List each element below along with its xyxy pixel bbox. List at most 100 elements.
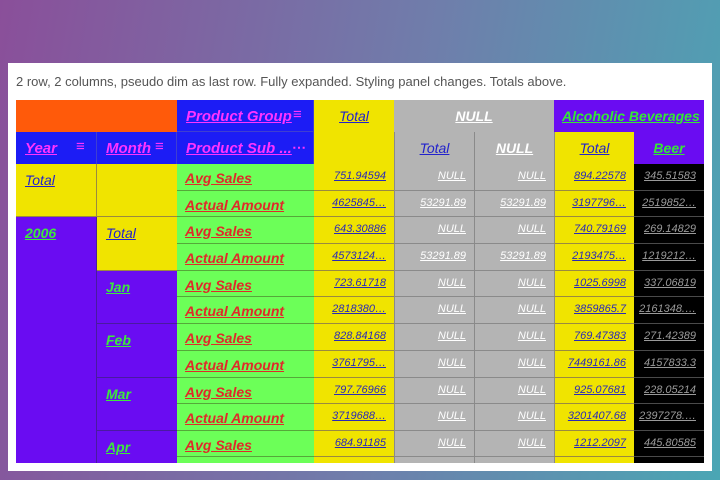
value-cell[interactable]: NULL — [394, 351, 474, 378]
product-group-label[interactable]: Product Group — [186, 108, 292, 125]
month-label[interactable]: Month — [106, 140, 151, 157]
alcoholic-beverages-label[interactable]: Alcoholic Beverages — [562, 108, 700, 124]
measure-label[interactable]: Avg Sales — [185, 384, 252, 400]
value-text[interactable]: NULL — [437, 303, 466, 315]
value-cell[interactable]: 53291.89 — [394, 244, 474, 271]
value-text[interactable]: 828.84168 — [334, 330, 386, 342]
measure-label[interactable]: Actual Amount — [185, 250, 285, 266]
month-total-cell[interactable]: Total — [97, 217, 177, 271]
value-cell[interactable]: NULL — [474, 217, 554, 244]
value-text[interactable]: 1219212… — [642, 250, 696, 262]
value-cell[interactable] — [554, 457, 634, 463]
value-text[interactable]: 3719688… — [332, 410, 386, 422]
value-text[interactable]: 337.06819 — [644, 277, 696, 289]
value-text[interactable]: 3859865.7 — [574, 303, 626, 315]
value-cell[interactable]: NULL — [394, 271, 474, 297]
value-cell[interactable]: 53291.89 — [474, 244, 554, 271]
value-cell[interactable]: 228.05214 — [634, 378, 704, 404]
month-jan-label[interactable]: Jan — [106, 279, 131, 295]
value-text[interactable]: NULL — [437, 384, 466, 396]
value-cell[interactable]: NULL — [474, 404, 554, 431]
value-text[interactable]: 3761795… — [332, 357, 386, 369]
alcoholic-beverages-header[interactable]: Alcoholic Beverages — [554, 100, 704, 132]
month-total-label[interactable]: Total — [106, 225, 136, 241]
measure-label[interactable]: Avg Sales — [185, 330, 252, 346]
value-cell[interactable]: 2193475… — [554, 244, 634, 271]
value-cell[interactable]: 3201407.68 — [554, 404, 634, 431]
value-text[interactable]: NULL — [437, 357, 466, 369]
value-cell[interactable]: 769.47383 — [554, 324, 634, 351]
measure-label[interactable]: Actual Amount — [185, 410, 285, 426]
value-cell[interactable]: 925.07681 — [554, 378, 634, 404]
month-jan-cell[interactable]: Jan — [97, 271, 177, 324]
value-text[interactable]: 53291.89 — [420, 250, 466, 262]
month-mar-label[interactable]: Mar — [106, 386, 131, 402]
value-text[interactable]: NULL — [437, 330, 466, 342]
null-sub-label[interactable]: NULL — [495, 140, 534, 156]
value-cell[interactable]: NULL — [394, 404, 474, 431]
value-text[interactable]: NULL — [517, 330, 546, 342]
measure-label-cell[interactable]: Actual Amount — [177, 191, 314, 217]
value-text[interactable]: 3197796… — [572, 197, 626, 209]
measure-label-cell[interactable]: Avg Sales — [177, 217, 314, 244]
measure-label[interactable]: Actual Amount — [185, 357, 285, 373]
value-cell[interactable]: NULL — [474, 324, 554, 351]
value-text[interactable]: 740.79169 — [574, 223, 626, 235]
value-cell[interactable]: 2161348.… — [634, 297, 704, 324]
product-sub-header[interactable]: Product Sub ... ⋯ — [177, 132, 314, 164]
value-cell[interactable]: NULL — [394, 217, 474, 244]
value-text[interactable]: 723.61718 — [334, 277, 386, 289]
value-cell[interactable]: NULL — [474, 351, 554, 378]
menu-icon[interactable]: ≡ — [155, 138, 164, 155]
year-total-cell[interactable]: Total — [16, 164, 97, 217]
value-cell[interactable]: 345.51583 — [634, 164, 704, 191]
value-cell[interactable]: NULL — [474, 164, 554, 191]
value-cell[interactable]: NULL — [474, 431, 554, 457]
value-cell[interactable]: NULL — [394, 297, 474, 324]
value-text[interactable]: 7449161.86 — [567, 357, 626, 369]
measure-label[interactable]: Actual Amount — [185, 197, 285, 213]
value-cell[interactable]: NULL — [394, 164, 474, 191]
value-text[interactable]: 894.22578 — [574, 170, 626, 182]
value-cell[interactable]: 4157833.3 — [634, 351, 704, 378]
month-feb-cell[interactable]: Feb — [97, 324, 177, 378]
menu-icon[interactable]: ≡ — [76, 138, 85, 155]
value-cell[interactable]: 723.61718 — [314, 271, 394, 297]
value-text[interactable]: NULL — [517, 357, 546, 369]
measure-label-cell[interactable]: Actual Amount — [177, 244, 314, 271]
value-text[interactable]: 4157833.3 — [644, 357, 696, 369]
measure-label[interactable]: Avg Sales — [185, 223, 252, 239]
value-cell[interactable]: 3859865.7 — [554, 297, 634, 324]
value-cell[interactable]: 643.30886 — [314, 217, 394, 244]
value-cell[interactable]: 797.76966 — [314, 378, 394, 404]
beer-sub-label[interactable]: Beer — [653, 140, 685, 156]
value-text[interactable]: NULL — [517, 223, 546, 235]
value-text[interactable]: 751.94594 — [334, 170, 386, 182]
value-text[interactable]: 53291.89 — [420, 197, 466, 209]
value-text[interactable]: 769.47383 — [574, 330, 626, 342]
value-text[interactable]: NULL — [517, 410, 546, 422]
value-text[interactable]: 228.05214 — [644, 384, 696, 396]
measure-label-cell[interactable]: Avg Sales — [177, 164, 314, 191]
value-text[interactable]: 684.91185 — [334, 437, 386, 449]
value-text[interactable]: NULL — [437, 410, 466, 422]
value-cell[interactable]: 740.79169 — [554, 217, 634, 244]
year-header[interactable]: Year ≡ — [16, 132, 97, 164]
null-total-sub-label[interactable]: Total — [419, 140, 450, 156]
null-total-sub-header[interactable]: Total — [394, 132, 474, 164]
value-text[interactable]: 2519852… — [642, 197, 696, 209]
measure-label[interactable]: Avg Sales — [185, 170, 252, 186]
month-header[interactable]: Month ≡ — [97, 132, 177, 164]
value-cell[interactable]: 1212.2097 — [554, 431, 634, 457]
value-cell[interactable]: 53291.89 — [474, 191, 554, 217]
value-cell[interactable] — [474, 457, 554, 463]
measure-label-cell[interactable]: Actual Amount — [177, 457, 314, 463]
value-cell[interactable]: 3719688… — [314, 404, 394, 431]
value-text[interactable]: 2193475… — [572, 250, 626, 262]
value-cell[interactable]: 7449161.86 — [554, 351, 634, 378]
value-cell[interactable]: 684.91185 — [314, 431, 394, 457]
value-text[interactable]: 345.51583 — [644, 170, 696, 182]
total-top-header[interactable]: Total — [314, 100, 394, 132]
measure-label[interactable]: Actual Amount — [185, 303, 285, 319]
value-cell[interactable] — [634, 457, 704, 463]
